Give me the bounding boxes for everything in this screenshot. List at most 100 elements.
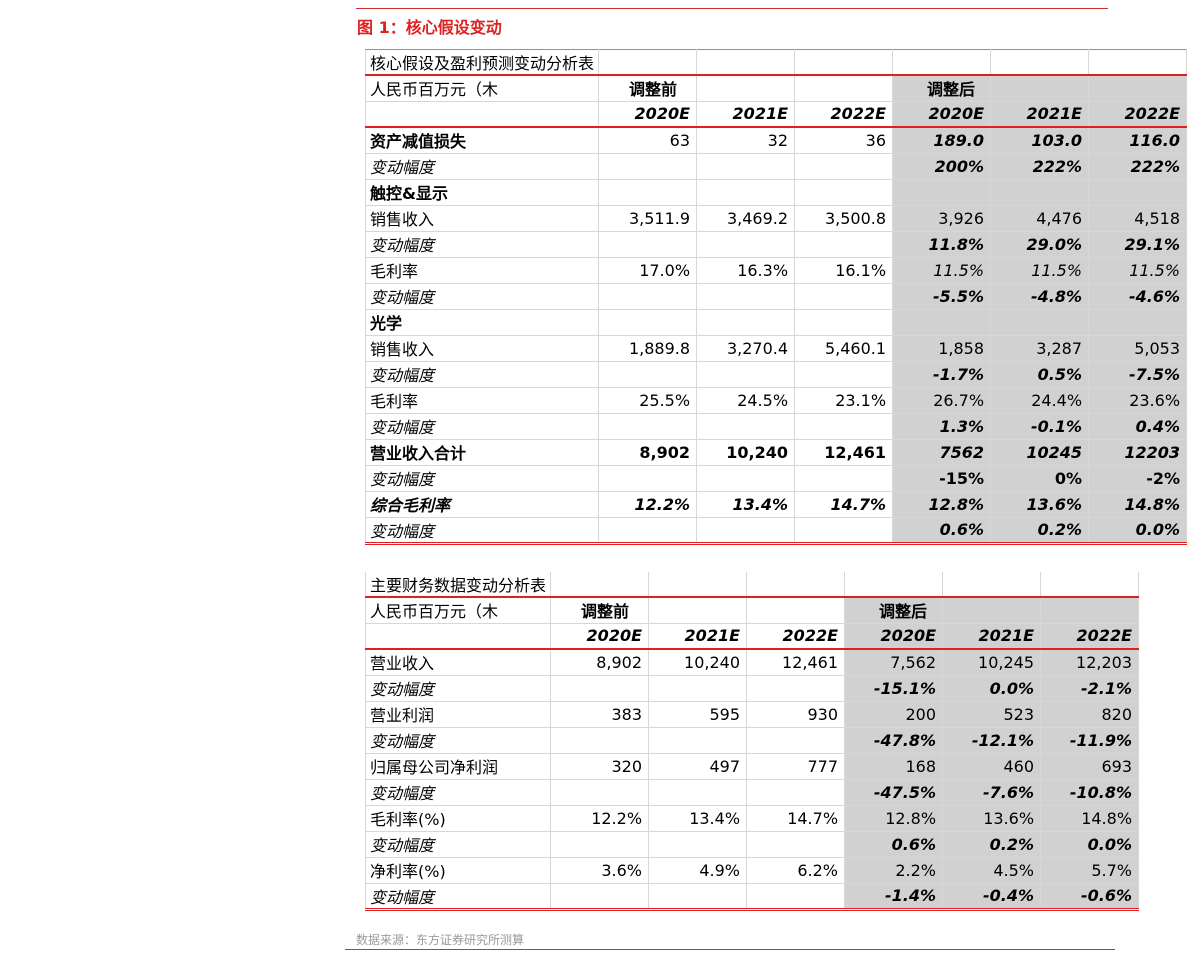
after-value-cell: 0.2% bbox=[990, 517, 1090, 545]
table-row: 变动幅度 200% 222% 222% bbox=[364, 153, 1188, 180]
after-value-cell: 7,562 bbox=[844, 649, 944, 676]
after-value-cell: -0.1% bbox=[990, 413, 1090, 440]
before-value-cell: 8,902 bbox=[598, 439, 698, 466]
before-value-cell bbox=[648, 883, 748, 911]
after-value-cell: 0.5% bbox=[990, 361, 1090, 388]
after-value-cell: 0% bbox=[990, 465, 1090, 492]
after-value-cell: 0.2% bbox=[942, 831, 1042, 858]
after-value-cell: -5.5% bbox=[892, 283, 992, 310]
bottom-rule bbox=[345, 949, 1115, 950]
before-value-cell: 12,461 bbox=[746, 649, 846, 676]
before-value-cell bbox=[598, 309, 698, 336]
after-value-cell: 820 bbox=[1040, 701, 1140, 728]
after-value-cell: 11.5% bbox=[1088, 257, 1188, 284]
table-body: 资产减值损失 63 32 36 189.0 103.0 116.0 变动幅度 200% 222% 2… bbox=[364, 127, 1188, 545]
before-value-cell: 3,469.2 bbox=[696, 205, 796, 232]
before-value-cell bbox=[746, 779, 846, 806]
row-label: 综合毛利率 bbox=[364, 491, 600, 518]
after-value-cell: 116.0 bbox=[1088, 127, 1188, 154]
before-value-cell: 13.4% bbox=[648, 805, 748, 832]
before-value-cell: 25.5% bbox=[598, 387, 698, 414]
before-value-cell: 320 bbox=[550, 753, 650, 780]
year-cell: 2021E bbox=[990, 101, 1090, 128]
before-value-cell: 6.2% bbox=[746, 857, 846, 884]
table-row: 毛利率 25.5% 24.5% 23.1% 26.7% 24.4% 23.6% bbox=[364, 387, 1188, 414]
before-value-cell bbox=[696, 413, 796, 440]
year-cell: 2021E bbox=[696, 101, 796, 128]
row-label: 营业收入 bbox=[364, 649, 552, 676]
after-label: 调整后 bbox=[844, 597, 944, 624]
table-row: 营业收入 8,902 10,240 12,461 7,562 10,245 12,203 bbox=[364, 649, 1140, 676]
year-cell: 2021E bbox=[942, 623, 1042, 650]
after-value-cell bbox=[990, 309, 1090, 336]
after-value-cell: 29.1% bbox=[1088, 231, 1188, 258]
after-value-cell: -1.4% bbox=[844, 883, 944, 911]
before-value-cell bbox=[696, 179, 796, 206]
table-title: 主要财务数据变动分析表 bbox=[364, 572, 552, 598]
before-value-cell bbox=[648, 831, 748, 858]
before-value-cell bbox=[598, 153, 698, 180]
before-value-cell bbox=[794, 465, 894, 492]
after-value-cell: 11.5% bbox=[892, 257, 992, 284]
before-value-cell bbox=[696, 153, 796, 180]
before-value-cell bbox=[648, 675, 748, 702]
after-value-cell: 523 bbox=[942, 701, 1042, 728]
after-value-cell: 10245 bbox=[990, 439, 1090, 466]
after-value-cell: 10,245 bbox=[942, 649, 1042, 676]
row-label: 变动幅度 bbox=[364, 361, 600, 388]
row-label: 资产减值损失 bbox=[364, 127, 600, 154]
before-value-cell bbox=[696, 231, 796, 258]
before-value-cell: 12,461 bbox=[794, 439, 894, 466]
after-value-cell: -15.1% bbox=[844, 675, 944, 702]
after-value-cell: -47.5% bbox=[844, 779, 944, 806]
after-value-cell: 1.3% bbox=[892, 413, 992, 440]
before-value-cell: 3,511.9 bbox=[598, 205, 698, 232]
after-value-cell: 4.5% bbox=[942, 857, 1042, 884]
row-label: 变动幅度 bbox=[364, 283, 600, 310]
before-value-cell bbox=[598, 361, 698, 388]
financial-table: 主要财务数据变动分析表 人民币百万元（木 调整前 调整后 2020E 2021E… bbox=[364, 572, 1140, 911]
after-value-cell: 26.7% bbox=[892, 387, 992, 414]
before-value-cell: 10,240 bbox=[696, 439, 796, 466]
after-value-cell: 0.0% bbox=[1040, 831, 1140, 858]
table-row: 变动幅度 -15% 0% -2% bbox=[364, 465, 1188, 492]
before-value-cell bbox=[550, 883, 650, 911]
after-label: 调整后 bbox=[892, 75, 992, 102]
row-label: 毛利率(%) bbox=[364, 805, 552, 832]
after-value-cell: 7562 bbox=[892, 439, 992, 466]
after-value-cell: 4,518 bbox=[1088, 205, 1188, 232]
year-cell: 2022E bbox=[746, 623, 846, 650]
row-label: 归属母公司净利润 bbox=[364, 753, 552, 780]
before-value-cell: 3,500.8 bbox=[794, 205, 894, 232]
after-value-cell: 189.0 bbox=[892, 127, 992, 154]
table-row: 触控&显示 bbox=[364, 179, 1188, 206]
before-value-cell: 12.2% bbox=[550, 805, 650, 832]
after-value-cell: 11.8% bbox=[892, 231, 992, 258]
after-value-cell: -2% bbox=[1088, 465, 1188, 492]
row-label: 触控&显示 bbox=[364, 179, 600, 206]
row-label: 毛利率 bbox=[364, 387, 600, 414]
before-value-cell: 497 bbox=[648, 753, 748, 780]
year-cell: 2020E bbox=[550, 623, 650, 650]
table-row: 毛利率 17.0% 16.3% 16.1% 11.5% 11.5% 11.5% bbox=[364, 257, 1188, 284]
before-value-cell bbox=[696, 309, 796, 336]
row-label: 变动幅度 bbox=[364, 153, 600, 180]
row-label: 变动幅度 bbox=[364, 231, 600, 258]
before-value-cell bbox=[598, 413, 698, 440]
table-row: 营业收入合计 8,902 10,240 12,461 7562 10245 12203 bbox=[364, 439, 1188, 466]
table-row: 变动幅度 -47.5% -7.6% -10.8% bbox=[364, 779, 1140, 806]
before-value-cell bbox=[550, 831, 650, 858]
after-value-cell: -1.7% bbox=[892, 361, 992, 388]
after-value-cell: 222% bbox=[990, 153, 1090, 180]
before-value-cell bbox=[550, 675, 650, 702]
after-value-cell bbox=[1088, 309, 1188, 336]
after-value-cell: -11.9% bbox=[1040, 727, 1140, 754]
before-value-cell bbox=[696, 283, 796, 310]
before-value-cell: 63 bbox=[598, 127, 698, 154]
table-title-row: 核心假设及盈利预测变动分析表 bbox=[364, 49, 1188, 76]
before-value-cell bbox=[550, 779, 650, 806]
after-value-cell: 13.6% bbox=[990, 491, 1090, 518]
year-row: 2020E 2021E 2022E 2020E 2021E 2022E bbox=[364, 101, 1188, 128]
after-value-cell: 5.7% bbox=[1040, 857, 1140, 884]
year-cell: 2020E bbox=[598, 101, 698, 128]
